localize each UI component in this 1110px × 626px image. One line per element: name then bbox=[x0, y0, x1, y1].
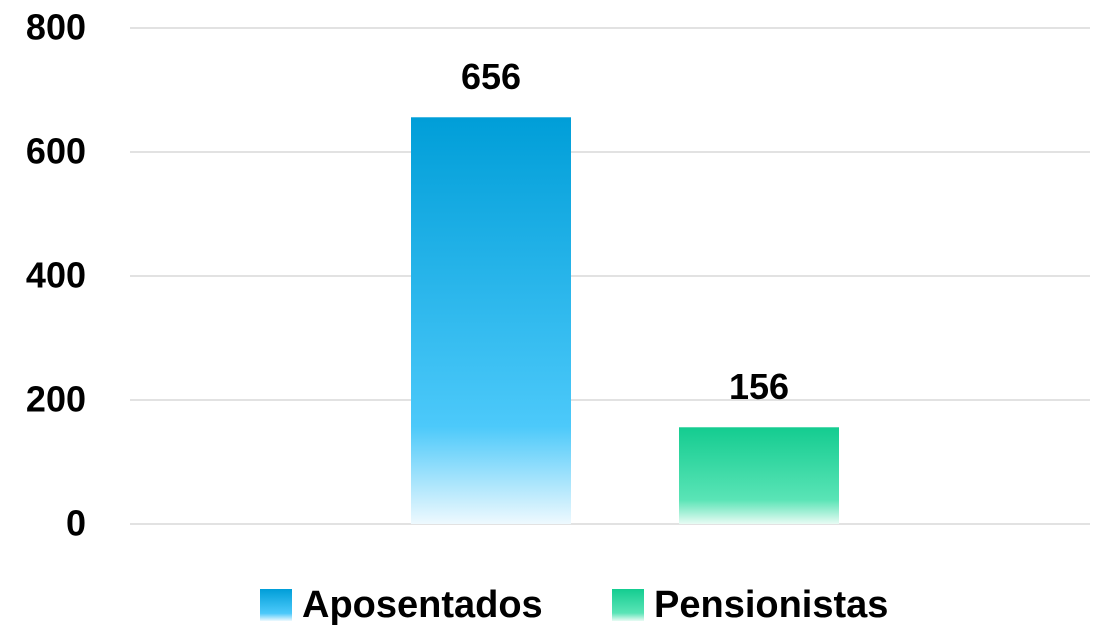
y-tick-label: 0 bbox=[66, 503, 86, 544]
legend-label: Pensionistas bbox=[654, 584, 888, 626]
y-tick-label: 200 bbox=[26, 379, 86, 420]
data-label: 656 bbox=[461, 56, 521, 97]
y-tick-label: 600 bbox=[26, 131, 86, 172]
y-tick-label: 800 bbox=[26, 7, 86, 48]
legend-swatch bbox=[612, 589, 644, 621]
legend-swatch bbox=[260, 589, 292, 621]
bar bbox=[411, 117, 571, 524]
bar bbox=[679, 427, 839, 524]
data-label: 156 bbox=[729, 366, 789, 407]
legend-label: Aposentados bbox=[302, 584, 543, 626]
y-tick-label: 400 bbox=[26, 255, 86, 296]
